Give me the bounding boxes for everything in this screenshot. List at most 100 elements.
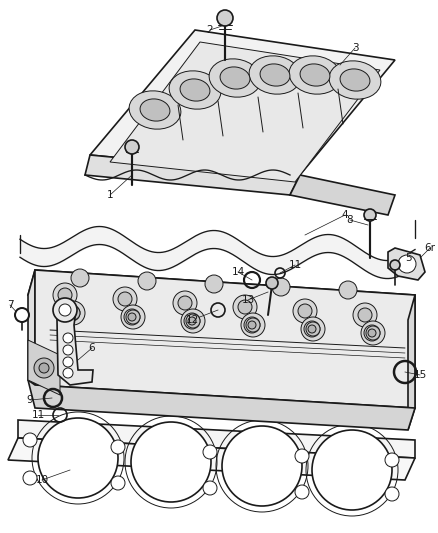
Circle shape [205,275,223,293]
Circle shape [298,304,312,318]
Ellipse shape [220,67,250,89]
Polygon shape [35,270,415,408]
Circle shape [58,288,72,302]
Circle shape [113,287,137,311]
Circle shape [61,301,85,325]
Circle shape [295,485,309,499]
Circle shape [385,487,399,501]
Circle shape [293,299,317,323]
Circle shape [138,272,156,290]
Circle shape [266,277,278,289]
Ellipse shape [340,69,370,91]
Circle shape [23,433,37,447]
Circle shape [308,325,316,333]
Ellipse shape [129,91,181,129]
Circle shape [203,445,217,459]
Circle shape [173,291,197,315]
Circle shape [304,321,320,337]
Text: 7: 7 [7,300,13,310]
Circle shape [181,309,205,333]
Circle shape [71,269,89,287]
Text: 12: 12 [185,315,198,325]
Circle shape [126,310,140,324]
Circle shape [272,278,290,296]
Circle shape [364,325,380,341]
Polygon shape [28,340,60,395]
Circle shape [301,317,325,341]
Ellipse shape [249,56,301,94]
Circle shape [59,304,71,316]
Circle shape [188,317,196,325]
Ellipse shape [289,56,341,94]
Polygon shape [57,305,93,385]
Circle shape [353,303,377,327]
Polygon shape [388,248,425,280]
Ellipse shape [180,79,210,101]
Circle shape [339,281,357,299]
Text: 5: 5 [405,253,411,263]
Polygon shape [28,270,35,385]
Text: 1: 1 [107,190,113,200]
Circle shape [34,358,54,378]
Circle shape [111,476,125,490]
Circle shape [64,305,80,321]
Polygon shape [290,175,395,215]
Ellipse shape [329,61,381,99]
Circle shape [238,300,252,314]
Circle shape [203,481,217,495]
Text: 15: 15 [413,370,427,380]
Text: 2: 2 [207,25,213,35]
Polygon shape [28,270,415,320]
Circle shape [366,326,380,340]
Polygon shape [8,438,415,480]
Circle shape [15,308,29,322]
Circle shape [217,10,233,26]
Text: 9: 9 [27,395,33,405]
Ellipse shape [140,99,170,121]
Polygon shape [408,295,415,430]
Circle shape [125,140,139,154]
Ellipse shape [260,64,290,86]
Text: 3: 3 [352,43,358,53]
Circle shape [233,295,257,319]
Circle shape [128,313,136,321]
Circle shape [68,309,76,317]
Circle shape [63,357,73,367]
Circle shape [358,308,372,322]
Circle shape [66,306,80,320]
Polygon shape [28,380,415,430]
Circle shape [63,368,73,378]
Text: 11: 11 [32,410,45,420]
Text: 6r: 6r [424,243,435,253]
Circle shape [368,329,376,337]
Circle shape [186,314,200,328]
Circle shape [111,440,125,454]
Circle shape [222,426,302,506]
Text: 11: 11 [288,260,302,270]
Circle shape [306,322,320,336]
Circle shape [385,453,399,467]
Circle shape [312,430,392,510]
Circle shape [118,292,132,306]
Ellipse shape [209,59,261,97]
Circle shape [398,255,416,273]
Circle shape [38,418,118,498]
Text: 14: 14 [231,267,245,277]
Ellipse shape [300,64,330,86]
Text: 8: 8 [347,215,353,225]
Polygon shape [90,30,395,175]
Circle shape [63,345,73,355]
Circle shape [124,309,140,325]
Circle shape [23,471,37,485]
Text: 6: 6 [88,343,95,353]
Text: 10: 10 [35,475,49,485]
Circle shape [246,318,260,332]
Circle shape [53,283,77,307]
Polygon shape [18,420,415,458]
Text: 13: 13 [241,295,254,305]
Polygon shape [85,155,300,195]
Circle shape [295,449,309,463]
Circle shape [63,333,73,343]
Circle shape [241,313,265,337]
Circle shape [131,422,211,502]
